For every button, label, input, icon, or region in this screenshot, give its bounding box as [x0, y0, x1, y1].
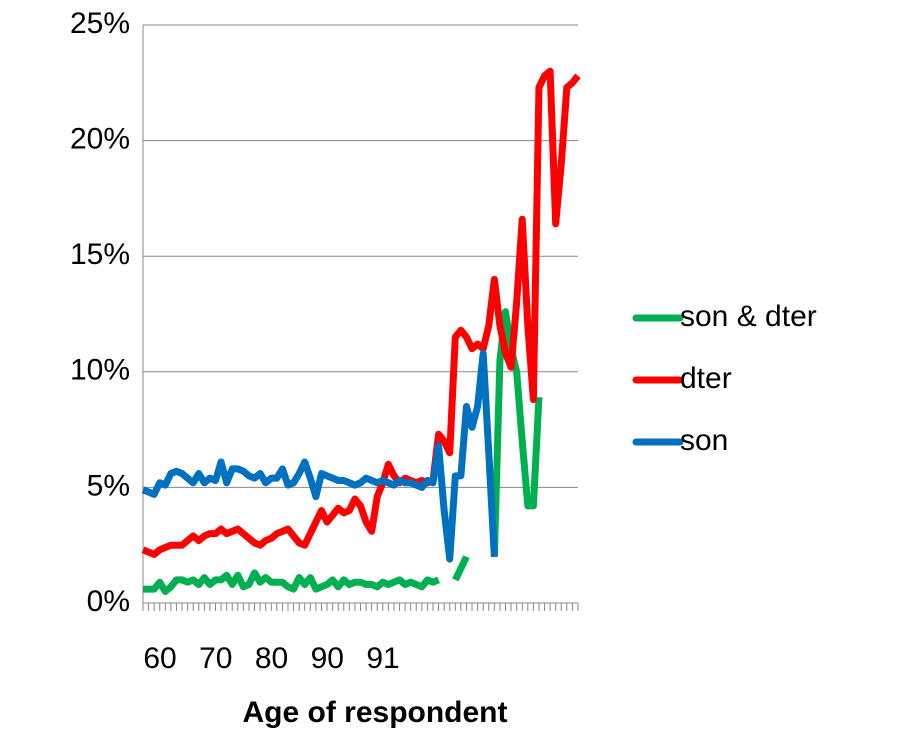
- x-tick-label: 70: [199, 642, 232, 675]
- series-line: [141, 349, 498, 563]
- series-line: [141, 67, 581, 558]
- series-line: [143, 308, 543, 595]
- x-axis-title: Age of respondent: [242, 696, 507, 729]
- y-tick-label: 20%: [70, 123, 130, 156]
- legend-label: son & dter: [680, 300, 817, 333]
- y-tick-label: 25%: [70, 7, 130, 40]
- legend-label: son: [680, 424, 728, 457]
- x-tick-label: 91: [366, 642, 399, 675]
- y-tick-label: 5%: [87, 469, 130, 502]
- x-tick-label: 80: [255, 642, 288, 675]
- y-tick-label: 10%: [70, 354, 130, 387]
- y-tick-label: 15%: [70, 238, 130, 271]
- y-tick-label: 0%: [87, 585, 130, 618]
- x-tick-label: 90: [311, 642, 344, 675]
- x-tick-label: 60: [143, 642, 176, 675]
- legend-label: dter: [680, 362, 732, 395]
